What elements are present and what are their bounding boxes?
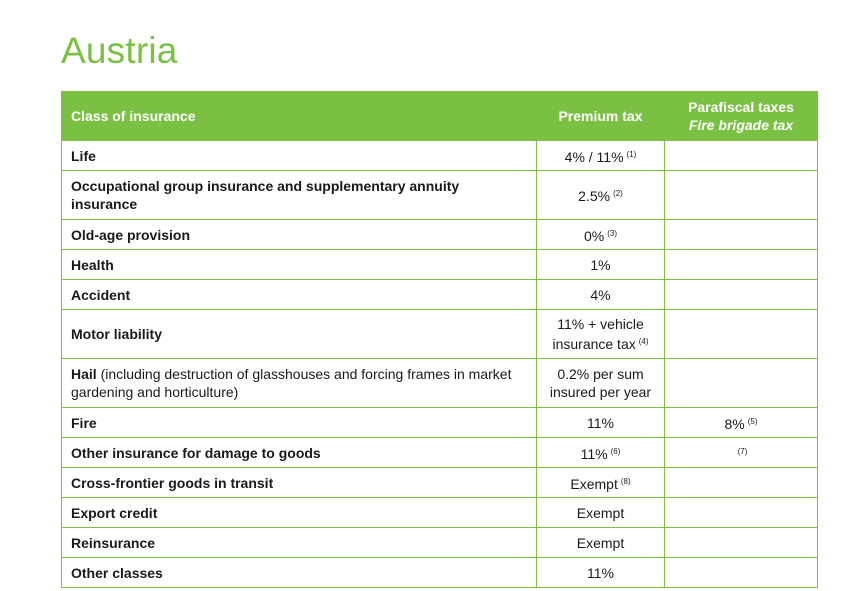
premium-value: 0.2% per sum insured per year xyxy=(549,366,652,400)
page-title: Austria xyxy=(61,30,178,71)
class-label-main: Hail xyxy=(71,366,97,382)
row-premium-tax: 1% xyxy=(536,249,665,280)
row-class-label: Export credit xyxy=(61,497,537,528)
row-class-label: Other classes xyxy=(61,557,537,588)
footnote-marker: (1) xyxy=(626,149,637,159)
header-fire-brigade-tax: Fire brigade tax xyxy=(688,117,794,133)
premium-value: Exempt xyxy=(570,475,618,492)
row-premium-tax: 11% xyxy=(536,557,665,588)
row-class-label: Life xyxy=(61,140,537,171)
class-label-note: (including destruction of glasshouses an… xyxy=(71,366,512,400)
table-row: Accident 4% xyxy=(61,279,818,310)
row-premium-tax: 4% / 11% (1) xyxy=(536,140,665,171)
row-class-label: Cross-frontier goods in transit xyxy=(61,467,537,498)
row-parafiscal-tax: 8% (5) xyxy=(664,407,818,438)
row-parafiscal-tax xyxy=(664,309,818,359)
footnote-marker: (8) xyxy=(620,476,631,486)
row-class-label: Fire xyxy=(61,407,537,438)
premium-value: 2.5% xyxy=(578,188,611,204)
table-row: Fire 11% 8% (5) xyxy=(61,407,818,438)
row-class-label: Old-age provision xyxy=(61,219,537,250)
footnote-marker: (5) xyxy=(747,416,758,426)
row-parafiscal-tax: (7) xyxy=(664,437,818,468)
premium-value: 11% xyxy=(587,414,614,431)
row-premium-tax: Exempt xyxy=(536,497,665,528)
row-parafiscal-tax xyxy=(664,527,818,558)
table-row: Occupational group insurance and supplem… xyxy=(61,170,818,220)
row-class-label: Other insurance for damage to goods xyxy=(61,437,537,468)
row-class-label: Reinsurance xyxy=(61,527,537,558)
table-row: Motor liability 11% + vehicle insurance … xyxy=(61,309,818,359)
premium-value: 4% / 11% xyxy=(564,148,624,165)
row-premium-tax: 0% (3) xyxy=(536,219,665,250)
table-row: Other insurance for damage to goods 11%(… xyxy=(61,437,818,468)
row-premium-tax: 11% xyxy=(536,407,665,438)
row-premium-tax: Exempt xyxy=(536,527,665,558)
footnote-marker: (7) xyxy=(737,446,748,456)
table-row: Health 1% xyxy=(61,249,818,280)
table-row: Export credit Exempt xyxy=(61,497,818,528)
insurance-tax-table: Class of insurance Premium tax Parafisca… xyxy=(61,91,818,588)
row-parafiscal-tax xyxy=(664,467,818,498)
row-parafiscal-tax xyxy=(664,219,818,250)
row-parafiscal-tax xyxy=(664,279,818,310)
row-premium-tax: 0.2% per sum insured per year xyxy=(536,358,665,408)
row-parafiscal-tax xyxy=(664,170,818,220)
header-parafiscal-label: Parafiscal taxes xyxy=(688,99,794,115)
row-premium-tax: 11% + vehicle insurance tax (4) xyxy=(536,309,665,359)
row-class-label: Hail (including destruction of glasshous… xyxy=(61,358,537,408)
row-parafiscal-tax xyxy=(664,497,818,528)
premium-value: 11% xyxy=(580,445,608,462)
header-parafiscal-taxes: Parafiscal taxes Fire brigade tax xyxy=(664,91,818,141)
row-class-label: Health xyxy=(61,249,537,280)
row-class-label: Accident xyxy=(61,279,537,310)
table-row: Reinsurance Exempt xyxy=(61,527,818,558)
premium-value: Exempt xyxy=(576,534,625,551)
row-parafiscal-tax xyxy=(664,249,818,280)
table-header-row: Class of insurance Premium tax Parafisca… xyxy=(61,91,818,141)
table-row: Hail (including destruction of glasshous… xyxy=(61,358,818,408)
parafiscal-value: 8% xyxy=(724,415,745,432)
row-parafiscal-tax xyxy=(664,358,818,408)
footnote-marker: (2) xyxy=(613,189,623,198)
table-row: Other classes 11% xyxy=(61,557,818,588)
row-parafiscal-tax xyxy=(664,557,818,588)
row-premium-tax: 2.5% (2) xyxy=(536,170,665,220)
row-class-label: Motor liability xyxy=(61,309,537,359)
premium-value: 11% + vehicle insurance tax xyxy=(552,316,644,352)
header-premium-tax: Premium tax xyxy=(536,91,665,141)
header-class-of-insurance: Class of insurance xyxy=(61,91,537,141)
footnote-marker: (3) xyxy=(607,228,617,238)
row-class-label: Occupational group insurance and supplem… xyxy=(61,170,537,220)
premium-value: Exempt xyxy=(576,504,625,521)
footnote-marker: (4) xyxy=(638,337,649,346)
table-row: Old-age provision 0% (3) xyxy=(61,219,818,250)
row-parafiscal-tax xyxy=(664,140,818,171)
row-premium-tax: 4% xyxy=(536,279,665,310)
table-row: Life 4% / 11% (1) xyxy=(61,140,818,171)
footnote-marker: (6) xyxy=(610,446,621,456)
row-premium-tax: 11% (6) xyxy=(536,437,665,468)
table-row: Cross-frontier goods in transit Exempt (8… xyxy=(61,467,818,498)
premium-value: 11% xyxy=(587,564,614,581)
premium-value: 0% xyxy=(583,227,605,244)
premium-value: 1% xyxy=(590,256,611,273)
premium-value: 4% xyxy=(590,286,611,303)
row-premium-tax: Exempt (8) xyxy=(536,467,665,498)
